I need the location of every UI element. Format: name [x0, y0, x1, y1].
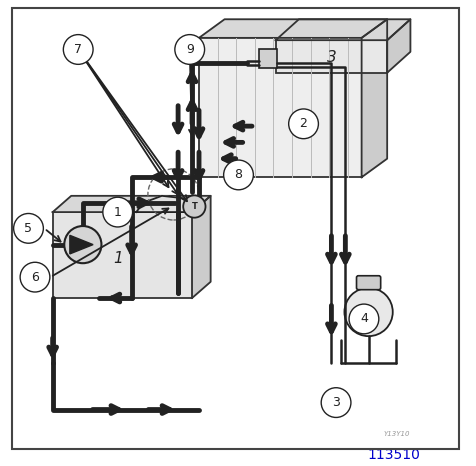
Polygon shape [361, 19, 387, 177]
FancyBboxPatch shape [52, 212, 192, 298]
Circle shape [103, 197, 132, 227]
Text: 5: 5 [24, 222, 32, 235]
Circle shape [348, 304, 378, 334]
Circle shape [175, 34, 204, 64]
Text: 1: 1 [113, 206, 121, 219]
Polygon shape [198, 19, 387, 38]
Circle shape [20, 262, 50, 292]
Circle shape [64, 226, 101, 263]
Text: 6: 6 [31, 271, 39, 284]
Polygon shape [136, 196, 192, 212]
Circle shape [344, 288, 392, 336]
Text: 113510: 113510 [367, 448, 420, 462]
Polygon shape [275, 19, 409, 40]
Polygon shape [192, 196, 210, 298]
Circle shape [320, 388, 350, 418]
Text: 1: 1 [113, 251, 122, 266]
FancyBboxPatch shape [275, 40, 387, 73]
FancyBboxPatch shape [198, 38, 361, 177]
Polygon shape [387, 19, 409, 73]
Text: 4: 4 [363, 305, 372, 319]
FancyBboxPatch shape [356, 276, 380, 290]
Circle shape [183, 195, 205, 218]
Text: 7: 7 [74, 43, 82, 56]
Text: 4: 4 [359, 313, 367, 325]
Text: 8: 8 [234, 168, 242, 181]
Text: 2: 2 [299, 117, 307, 130]
Text: 9: 9 [185, 43, 193, 56]
Text: 2: 2 [298, 116, 308, 131]
Circle shape [14, 213, 43, 243]
Circle shape [223, 160, 253, 190]
Circle shape [63, 34, 93, 64]
Text: 3: 3 [326, 50, 336, 65]
Text: Y13Y10: Y13Y10 [382, 431, 409, 437]
Polygon shape [69, 235, 93, 254]
Circle shape [288, 109, 318, 139]
FancyBboxPatch shape [259, 48, 277, 68]
Text: T: T [191, 202, 197, 211]
Text: 3: 3 [331, 396, 339, 409]
Polygon shape [52, 196, 210, 212]
